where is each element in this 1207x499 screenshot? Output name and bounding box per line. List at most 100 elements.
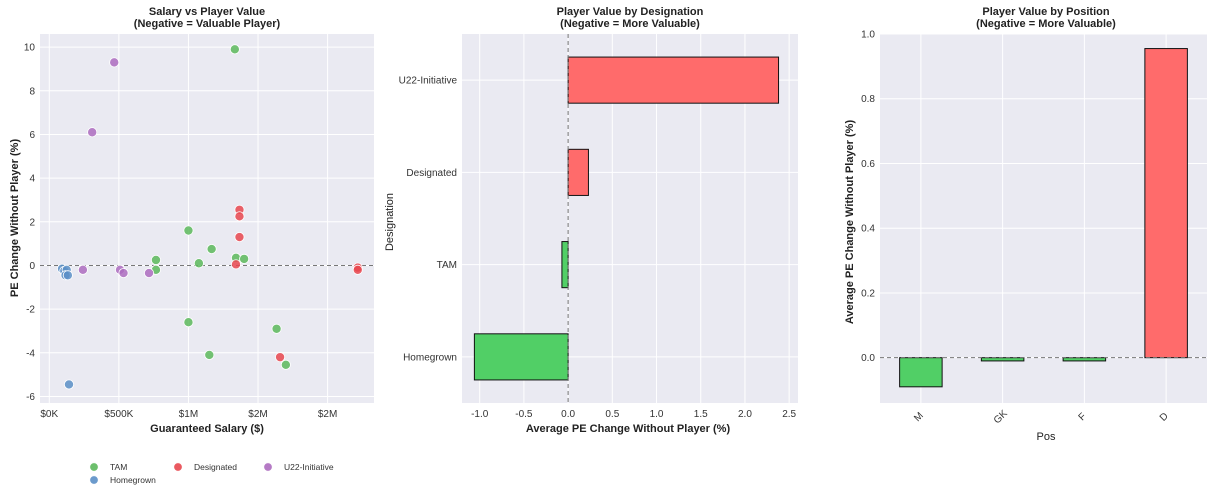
scatter-x-tick-label: $1M <box>179 409 198 420</box>
scatter-point <box>183 317 194 328</box>
legend-label: Homegrown <box>110 475 156 485</box>
designation-bars <box>473 56 780 381</box>
scatter-point <box>150 254 161 265</box>
designation-bar-chart: -1.0 -0.5 0.0 0.5 1.0 1.5 2.0 2.5 U22-Initiativ… <box>384 6 798 435</box>
scatter-point <box>229 44 240 55</box>
position-y-label: Average PE Change Without Player (%) <box>844 120 856 325</box>
scatter-point <box>204 349 215 360</box>
scatter-point <box>62 270 73 281</box>
designation-y-tick-label: U22-Initiative <box>399 76 458 87</box>
scatter-point <box>275 352 286 363</box>
position-y-tick-label: 0.4 <box>861 224 875 235</box>
legend-label: U22-Initiative <box>284 462 334 472</box>
designation-x-tick-label: 1.0 <box>650 409 664 420</box>
scatter-point <box>109 57 120 68</box>
scatter-subtitle: (Negative = Valuable Player) <box>134 18 281 30</box>
scatter-grid <box>40 34 374 403</box>
designation-x-tick-label: 1.5 <box>694 409 708 420</box>
scatter-x-label: Guaranteed Salary ($) <box>150 423 264 435</box>
scatter-x-tick-label: $2M <box>248 409 267 420</box>
scatter-point <box>118 268 129 279</box>
position-subtitle: (Negative = More Valuable) <box>976 18 1116 30</box>
scatter-point <box>144 268 155 279</box>
scatter-y-tick-label: 0 <box>29 261 35 272</box>
legend-marker <box>89 462 99 472</box>
designation-bar <box>567 148 589 196</box>
scatter-point <box>234 211 245 222</box>
scatter-chart: $0K $500K $1M $2M $2M -6 -4 -2 0 2 4 6 8 10 Salary v… <box>9 6 374 485</box>
position-bar-chart: M GK F D 0.0 0.2 0.4 0.6 0.8 1.0 Player Value by… <box>844 6 1207 443</box>
designation-title: Player Value by Designation <box>557 6 704 18</box>
legend-marker <box>89 475 99 485</box>
legend-marker <box>263 462 273 472</box>
position-title: Player Value by Position <box>982 6 1109 18</box>
scatter-point <box>280 359 291 370</box>
designation-bar <box>567 56 780 104</box>
scatter-point <box>239 253 250 264</box>
designation-x-tick-label: -1.0 <box>471 409 489 420</box>
scatter-x-tick-label: $500K <box>104 409 133 420</box>
scatter-points <box>57 44 363 390</box>
scatter-y-tick-label: 8 <box>29 86 35 97</box>
designation-subtitle: (Negative = More Valuable) <box>560 18 700 30</box>
scatter-point <box>63 379 74 390</box>
legend-marker <box>173 462 183 472</box>
scatter-y-label: PE Change Without Player (%) <box>9 139 21 298</box>
position-y-tick-label: 0.8 <box>861 94 875 105</box>
scatter-point <box>87 127 98 138</box>
position-y-tick-label: 1.0 <box>861 30 875 41</box>
position-y-ticks: 0.0 0.2 0.4 0.6 0.8 1.0 <box>861 30 875 365</box>
scatter-legend: TAM Designated U22-Initiative Homegrown <box>89 462 334 485</box>
position-x-tick-label: M <box>912 410 926 424</box>
position-bars <box>899 48 1188 388</box>
scatter-x-tick-label: $2M <box>318 409 337 420</box>
legend-label: TAM <box>110 462 127 472</box>
scatter-x-tick-label: $0K <box>40 409 58 420</box>
scatter-y-tick-label: 2 <box>29 217 35 228</box>
designation-x-tick-label: -0.5 <box>515 409 533 420</box>
scatter-y-tick-label: -4 <box>26 348 35 359</box>
position-x-ticks: M GK F D <box>912 408 1171 426</box>
designation-bar <box>561 241 569 289</box>
scatter-point <box>193 258 204 269</box>
position-x-label: Pos <box>1037 431 1056 443</box>
scatter-title: Salary vs Player Value <box>149 6 265 18</box>
scatter-y-tick-label: 4 <box>29 174 35 185</box>
scatter-point <box>183 225 194 236</box>
designation-x-tick-label: 0.5 <box>605 409 619 420</box>
designation-x-ticks: -1.0 -0.5 0.0 0.5 1.0 1.5 2.0 2.5 <box>471 409 796 420</box>
scatter-y-tick-label: 10 <box>24 43 36 54</box>
position-bar <box>1144 48 1188 359</box>
designation-y-ticks: U22-Initiative Designated TAM Homegrown <box>399 76 458 364</box>
scatter-y-ticks: -6 -4 -2 0 2 4 6 8 10 <box>24 43 36 403</box>
scatter-point <box>230 259 241 270</box>
position-y-tick-label: 0.6 <box>861 159 875 170</box>
designation-y-label: Designation <box>384 193 396 251</box>
position-x-tick-label: F <box>1077 411 1089 423</box>
scatter-point <box>77 264 88 275</box>
position-bar <box>899 357 943 388</box>
designation-y-tick-label: Designated <box>406 168 457 179</box>
designation-x-tick-label: 2.0 <box>738 409 752 420</box>
scatter-point <box>352 264 363 275</box>
scatter-y-tick-label: -2 <box>26 305 35 316</box>
designation-y-tick-label: Homegrown <box>403 352 457 363</box>
scatter-point <box>234 232 245 243</box>
designation-x-tick-label: 0.0 <box>561 409 575 420</box>
scatter-plot-area <box>40 34 374 403</box>
designation-x-label: Average PE Change Without Player (%) <box>526 423 731 435</box>
position-x-tick-label: GK <box>992 408 1010 426</box>
scatter-point <box>206 244 217 255</box>
scatter-y-tick-label: 6 <box>29 130 35 141</box>
scatter-x-ticks: $0K $500K $1M $2M $2M <box>40 409 337 420</box>
position-x-tick-label: D <box>1158 411 1171 424</box>
designation-x-tick-label: 2.5 <box>782 409 796 420</box>
position-y-tick-label: 0.0 <box>861 353 875 364</box>
designation-bar <box>473 333 569 381</box>
scatter-point <box>271 323 282 334</box>
designation-y-tick-label: TAM <box>437 260 457 271</box>
legend-label: Designated <box>194 462 237 472</box>
scatter-y-tick-label: -6 <box>26 392 35 403</box>
position-y-tick-label: 0.2 <box>861 288 875 299</box>
